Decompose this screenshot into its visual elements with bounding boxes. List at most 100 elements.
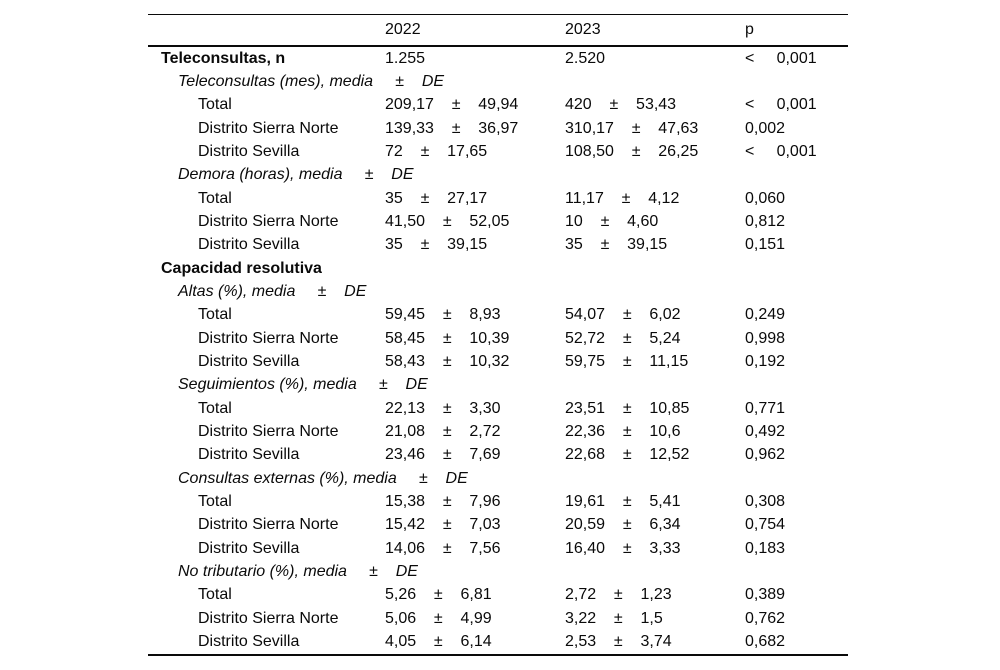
p-value: 0,151 (745, 236, 786, 254)
row-label: Altas (%), media ± DE (178, 282, 367, 300)
table-row: Altas (%), media ± DE (148, 280, 848, 303)
value-2022: 139,33 ± 36,97 (385, 119, 519, 137)
column-header-2023: 2023 (565, 21, 601, 38)
value-2022: 5,06 ± 4,99 (385, 609, 492, 627)
value-2023: 23,51 ± 10,85 (565, 399, 690, 417)
value-2022: 41,50 ± 52,05 (385, 212, 510, 230)
value-2022: 72 ± 17,65 (385, 142, 488, 160)
value-2023: 310,17 ± 47,63 (565, 119, 699, 137)
row-label: Distrito Sierra Norte (198, 516, 339, 534)
table-row: Distrito Sevilla 72 ± 17,65 108,50 ± 26,25… (148, 140, 848, 163)
row-label: Distrito Sierra Norte (198, 119, 339, 137)
table-row: Distrito Sevilla 14,06 ± 7,56 16,40 ± 3,33… (148, 537, 848, 560)
value-2022: 14,06 ± 7,56 (385, 539, 501, 557)
column-header-2022: 2022 (385, 21, 421, 38)
row-label: Consultas externas (%), media ± DE (178, 469, 468, 487)
value-2023: 2,53 ± 3,74 (565, 632, 672, 650)
value-2023: 35 ± 39,15 (565, 236, 668, 254)
p-value: 0,060 (745, 189, 786, 207)
p-value: 0,962 (745, 446, 786, 464)
row-label: Teleconsultas (mes), media ± DE (178, 72, 445, 90)
row-label: Distrito Sevilla (198, 632, 300, 650)
value-2023: 108,50 ± 26,25 (565, 142, 699, 160)
table-row: Total 15,38 ± 7,96 19,61 ± 5,41 0,308 (148, 490, 848, 513)
row-label: Distrito Sierra Norte (198, 329, 339, 347)
table-row: Seguimientos (%), media ± DE (148, 374, 848, 397)
value-2022: 23,46 ± 7,69 (385, 446, 501, 464)
p-value: 0,754 (745, 516, 786, 534)
p-value: 0,002 (745, 119, 786, 137)
p-value: 0,812 (745, 212, 786, 230)
row-label: Distrito Sierra Norte (198, 422, 339, 440)
row-label: Distrito Sierra Norte (198, 609, 339, 627)
p-value: 0,249 (745, 306, 786, 324)
value-2023: 10 ± 4,60 (565, 212, 659, 230)
table-row: Distrito Sierra Norte 21,08 ± 2,72 22,36 ±… (148, 420, 848, 443)
value-2022: 22,13 ± 3,30 (385, 399, 501, 417)
table-row: Distrito Sierra Norte 139,33 ± 36,97 310,1… (148, 117, 848, 140)
row-label: Distrito Sevilla (198, 142, 300, 160)
p-value: 0,998 (745, 329, 786, 347)
value-2023: 2.520 (565, 49, 606, 67)
p-value: 0,308 (745, 492, 786, 510)
table-row: Distrito Sierra Norte 41,50 ± 52,05 10 ± 4… (148, 210, 848, 233)
value-2022: 21,08 ± 2,72 (385, 422, 501, 440)
table-row: Distrito Sevilla 35 ± 39,15 35 ± 39,15 0,15… (148, 234, 848, 257)
row-label: Distrito Sierra Norte (198, 212, 339, 230)
table-row: Teleconsultas, n 1.255 2.520 < 0,001 (148, 47, 848, 70)
value-2022: 15,42 ± 7,03 (385, 516, 501, 534)
p-value: 0,183 (745, 539, 786, 557)
value-2022: 4,05 ± 6,14 (385, 632, 492, 650)
p-value: 0,682 (745, 632, 786, 650)
p-value: < 0,001 (745, 96, 817, 114)
comparison-table: 2022 2023 p Teleconsultas, n 1.255 2.520 < … (148, 14, 848, 656)
row-label: Teleconsultas, n (161, 49, 286, 67)
value-2023: 54,07 ± 6,02 (565, 306, 681, 324)
value-2023: 22,36 ± 10,6 (565, 422, 681, 440)
value-2022: 58,43 ± 10,32 (385, 352, 510, 370)
table-row: Distrito Sevilla 58,43 ± 10,32 59,75 ± 11,… (148, 350, 848, 373)
value-2023: 59,75 ± 11,15 (565, 352, 689, 370)
row-label: Total (198, 96, 232, 114)
table-row: Total 209,17 ± 49,94 420 ± 53,43 < 0,001 (148, 94, 848, 117)
value-2023: 19,61 ± 5,41 (565, 492, 681, 510)
table-row: Distrito Sierra Norte 58,45 ± 10,39 52,72 … (148, 327, 848, 350)
value-2023: 3,22 ± 1,5 (565, 609, 663, 627)
row-label: Demora (horas), media ± DE (178, 166, 414, 184)
row-label: Total (198, 586, 232, 604)
value-2022: 59,45 ± 8,93 (385, 306, 501, 324)
row-label: Distrito Sevilla (198, 236, 300, 254)
table-row: Distrito Sierra Norte 15,42 ± 7,03 20,59 ±… (148, 514, 848, 537)
value-2022: 1.255 (385, 49, 426, 67)
p-value: < 0,001 (745, 142, 817, 160)
value-2022: 5,26 ± 6,81 (385, 586, 492, 604)
value-2023: 16,40 ± 3,33 (565, 539, 681, 557)
row-label: Seguimientos (%), media ± DE (178, 376, 428, 394)
p-value: 0,492 (745, 422, 786, 440)
value-2022: 58,45 ± 10,39 (385, 329, 510, 347)
value-2023: 2,72 ± 1,23 (565, 586, 672, 604)
p-value: < 0,001 (745, 49, 817, 67)
row-label: Distrito Sevilla (198, 446, 300, 464)
row-label: No tributario (%), media ± DE (178, 562, 418, 580)
row-label: Distrito Sevilla (198, 352, 300, 370)
row-label: Total (198, 189, 232, 207)
table-row: Distrito Sevilla 4,05 ± 6,14 2,53 ± 3,74 0,… (148, 630, 848, 653)
table-row: Total 35 ± 27,17 11,17 ± 4,12 0,060 (148, 187, 848, 210)
p-value: 0,762 (745, 609, 786, 627)
value-2022: 15,38 ± 7,96 (385, 492, 501, 510)
value-2023: 20,59 ± 6,34 (565, 516, 681, 534)
value-2022: 209,17 ± 49,94 (385, 96, 519, 114)
table-row: Teleconsultas (mes), media ± DE (148, 70, 848, 93)
table-row: Total 5,26 ± 6,81 2,72 ± 1,23 0,389 (148, 584, 848, 607)
row-label: Distrito Sevilla (198, 539, 300, 557)
table-row: Distrito Sevilla 23,46 ± 7,69 22,68 ± 12,5… (148, 444, 848, 467)
value-2022: 35 ± 39,15 (385, 236, 488, 254)
row-label: Total (198, 492, 232, 510)
table-row: Total 59,45 ± 8,93 54,07 ± 6,02 0,249 (148, 304, 848, 327)
p-value: 0,389 (745, 586, 786, 604)
table-row: Total 22,13 ± 3,30 23,51 ± 10,85 0,771 (148, 397, 848, 420)
row-label: Total (198, 306, 232, 324)
p-value: 0,771 (745, 399, 786, 417)
value-2023: 11,17 ± 4,12 (565, 189, 680, 207)
